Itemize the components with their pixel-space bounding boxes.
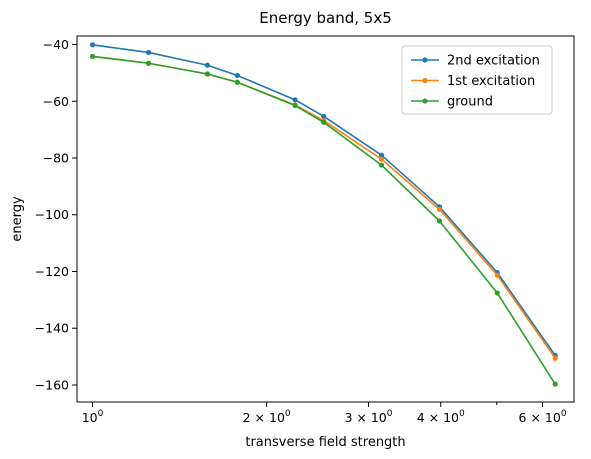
data-point-2nd-excitation <box>292 97 298 103</box>
y-tick-label: −160 <box>35 377 69 392</box>
series-line-2nd-excitation <box>92 44 556 356</box>
axes-frame <box>76 35 575 403</box>
y-tick-label: −80 <box>43 151 69 166</box>
x-tick-label: 4 × 100 <box>417 409 465 425</box>
data-point-ground <box>89 53 96 60</box>
y-tick-label: −140 <box>35 321 69 336</box>
data-point-ground <box>145 60 152 66</box>
y-tick-label: −40 <box>43 37 69 52</box>
data-point-1st-excitation <box>552 355 558 361</box>
y-tick-label: −100 <box>35 207 69 222</box>
legend-label-ground: ground <box>447 95 493 110</box>
data-point-1st-excitation <box>436 206 443 212</box>
legend-label-2nd-excitation: 2nd excitation <box>447 54 540 69</box>
y-tick-label: −60 <box>43 94 69 109</box>
x-tick-label: 2 × 100 <box>243 409 291 425</box>
y-axis-ticks: −40 −60 −80 −100 −120 −140 −160 <box>35 37 77 392</box>
data-point-ground <box>204 71 211 77</box>
data-point-ground <box>234 79 240 85</box>
y-axis-label: energy <box>10 196 25 242</box>
legend-marker-ground <box>422 98 428 104</box>
legend-marker-1st-excitation <box>422 77 428 84</box>
data-point-2nd-excitation <box>234 72 240 79</box>
data-point-2nd-excitation <box>204 62 211 68</box>
data-point-2nd-excitation <box>89 42 96 48</box>
y-tick-label: −120 <box>35 264 69 279</box>
x-tick-label: 3 × 100 <box>344 409 392 425</box>
data-point-ground <box>292 102 298 109</box>
data-point-ground <box>494 290 500 296</box>
series-line-ground <box>92 55 556 385</box>
x-axis-ticks: 100 2 × 100 3 × 100 4 × 100 6 × 100 <box>82 402 567 425</box>
legend-marker-2nd-excitation <box>422 57 428 63</box>
data-point-ground <box>321 119 327 125</box>
data-point-ground <box>552 381 558 387</box>
legend-frame <box>401 45 553 115</box>
data-point-2nd-excitation <box>321 113 327 119</box>
x-axis-label: transverse field strength <box>245 435 405 450</box>
plot-area <box>89 42 558 387</box>
legend-label-1st-excitation: 1st excitation <box>447 74 535 89</box>
data-point-1st-excitation <box>494 272 500 278</box>
data-point-2nd-excitation <box>378 152 385 158</box>
data-point-ground <box>378 162 385 168</box>
x-tick-label: 100 <box>82 409 104 425</box>
legend: 2nd excitation 1st excitation ground <box>401 45 553 115</box>
data-point-1st-excitation <box>378 156 385 162</box>
x-tick-label: 6 × 100 <box>519 409 567 425</box>
data-point-ground <box>436 218 443 224</box>
data-point-2nd-excitation <box>145 49 152 56</box>
chart-title: Energy band, 5x5 <box>259 9 392 27</box>
